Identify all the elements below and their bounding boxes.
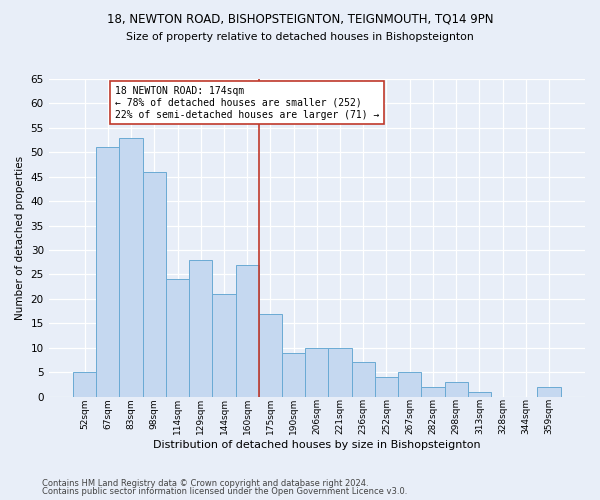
Bar [259,314,282,396]
Bar [468,392,491,396]
Y-axis label: Number of detached properties: Number of detached properties [15,156,25,320]
Bar [352,362,375,396]
Bar [189,260,212,396]
Text: 18 NEWTON ROAD: 174sqm
← 78% of detached houses are smaller (252)
22% of semi-de: 18 NEWTON ROAD: 174sqm ← 78% of detached… [115,86,379,120]
X-axis label: Distribution of detached houses by size in Bishopsteignton: Distribution of detached houses by size … [153,440,481,450]
Bar [328,348,352,397]
Bar [421,387,445,396]
Bar [375,377,398,396]
Text: Contains public sector information licensed under the Open Government Licence v3: Contains public sector information licen… [42,487,407,496]
Bar [212,294,236,396]
Bar [305,348,328,397]
Bar [96,148,119,396]
Bar [73,372,96,396]
Bar [119,138,143,396]
Text: Size of property relative to detached houses in Bishopsteignton: Size of property relative to detached ho… [126,32,474,42]
Bar [166,280,189,396]
Bar [445,382,468,396]
Text: 18, NEWTON ROAD, BISHOPSTEIGNTON, TEIGNMOUTH, TQ14 9PN: 18, NEWTON ROAD, BISHOPSTEIGNTON, TEIGNM… [107,12,493,26]
Text: Contains HM Land Registry data © Crown copyright and database right 2024.: Contains HM Land Registry data © Crown c… [42,478,368,488]
Bar [282,352,305,397]
Bar [398,372,421,396]
Bar [143,172,166,396]
Bar [236,264,259,396]
Bar [538,387,560,396]
